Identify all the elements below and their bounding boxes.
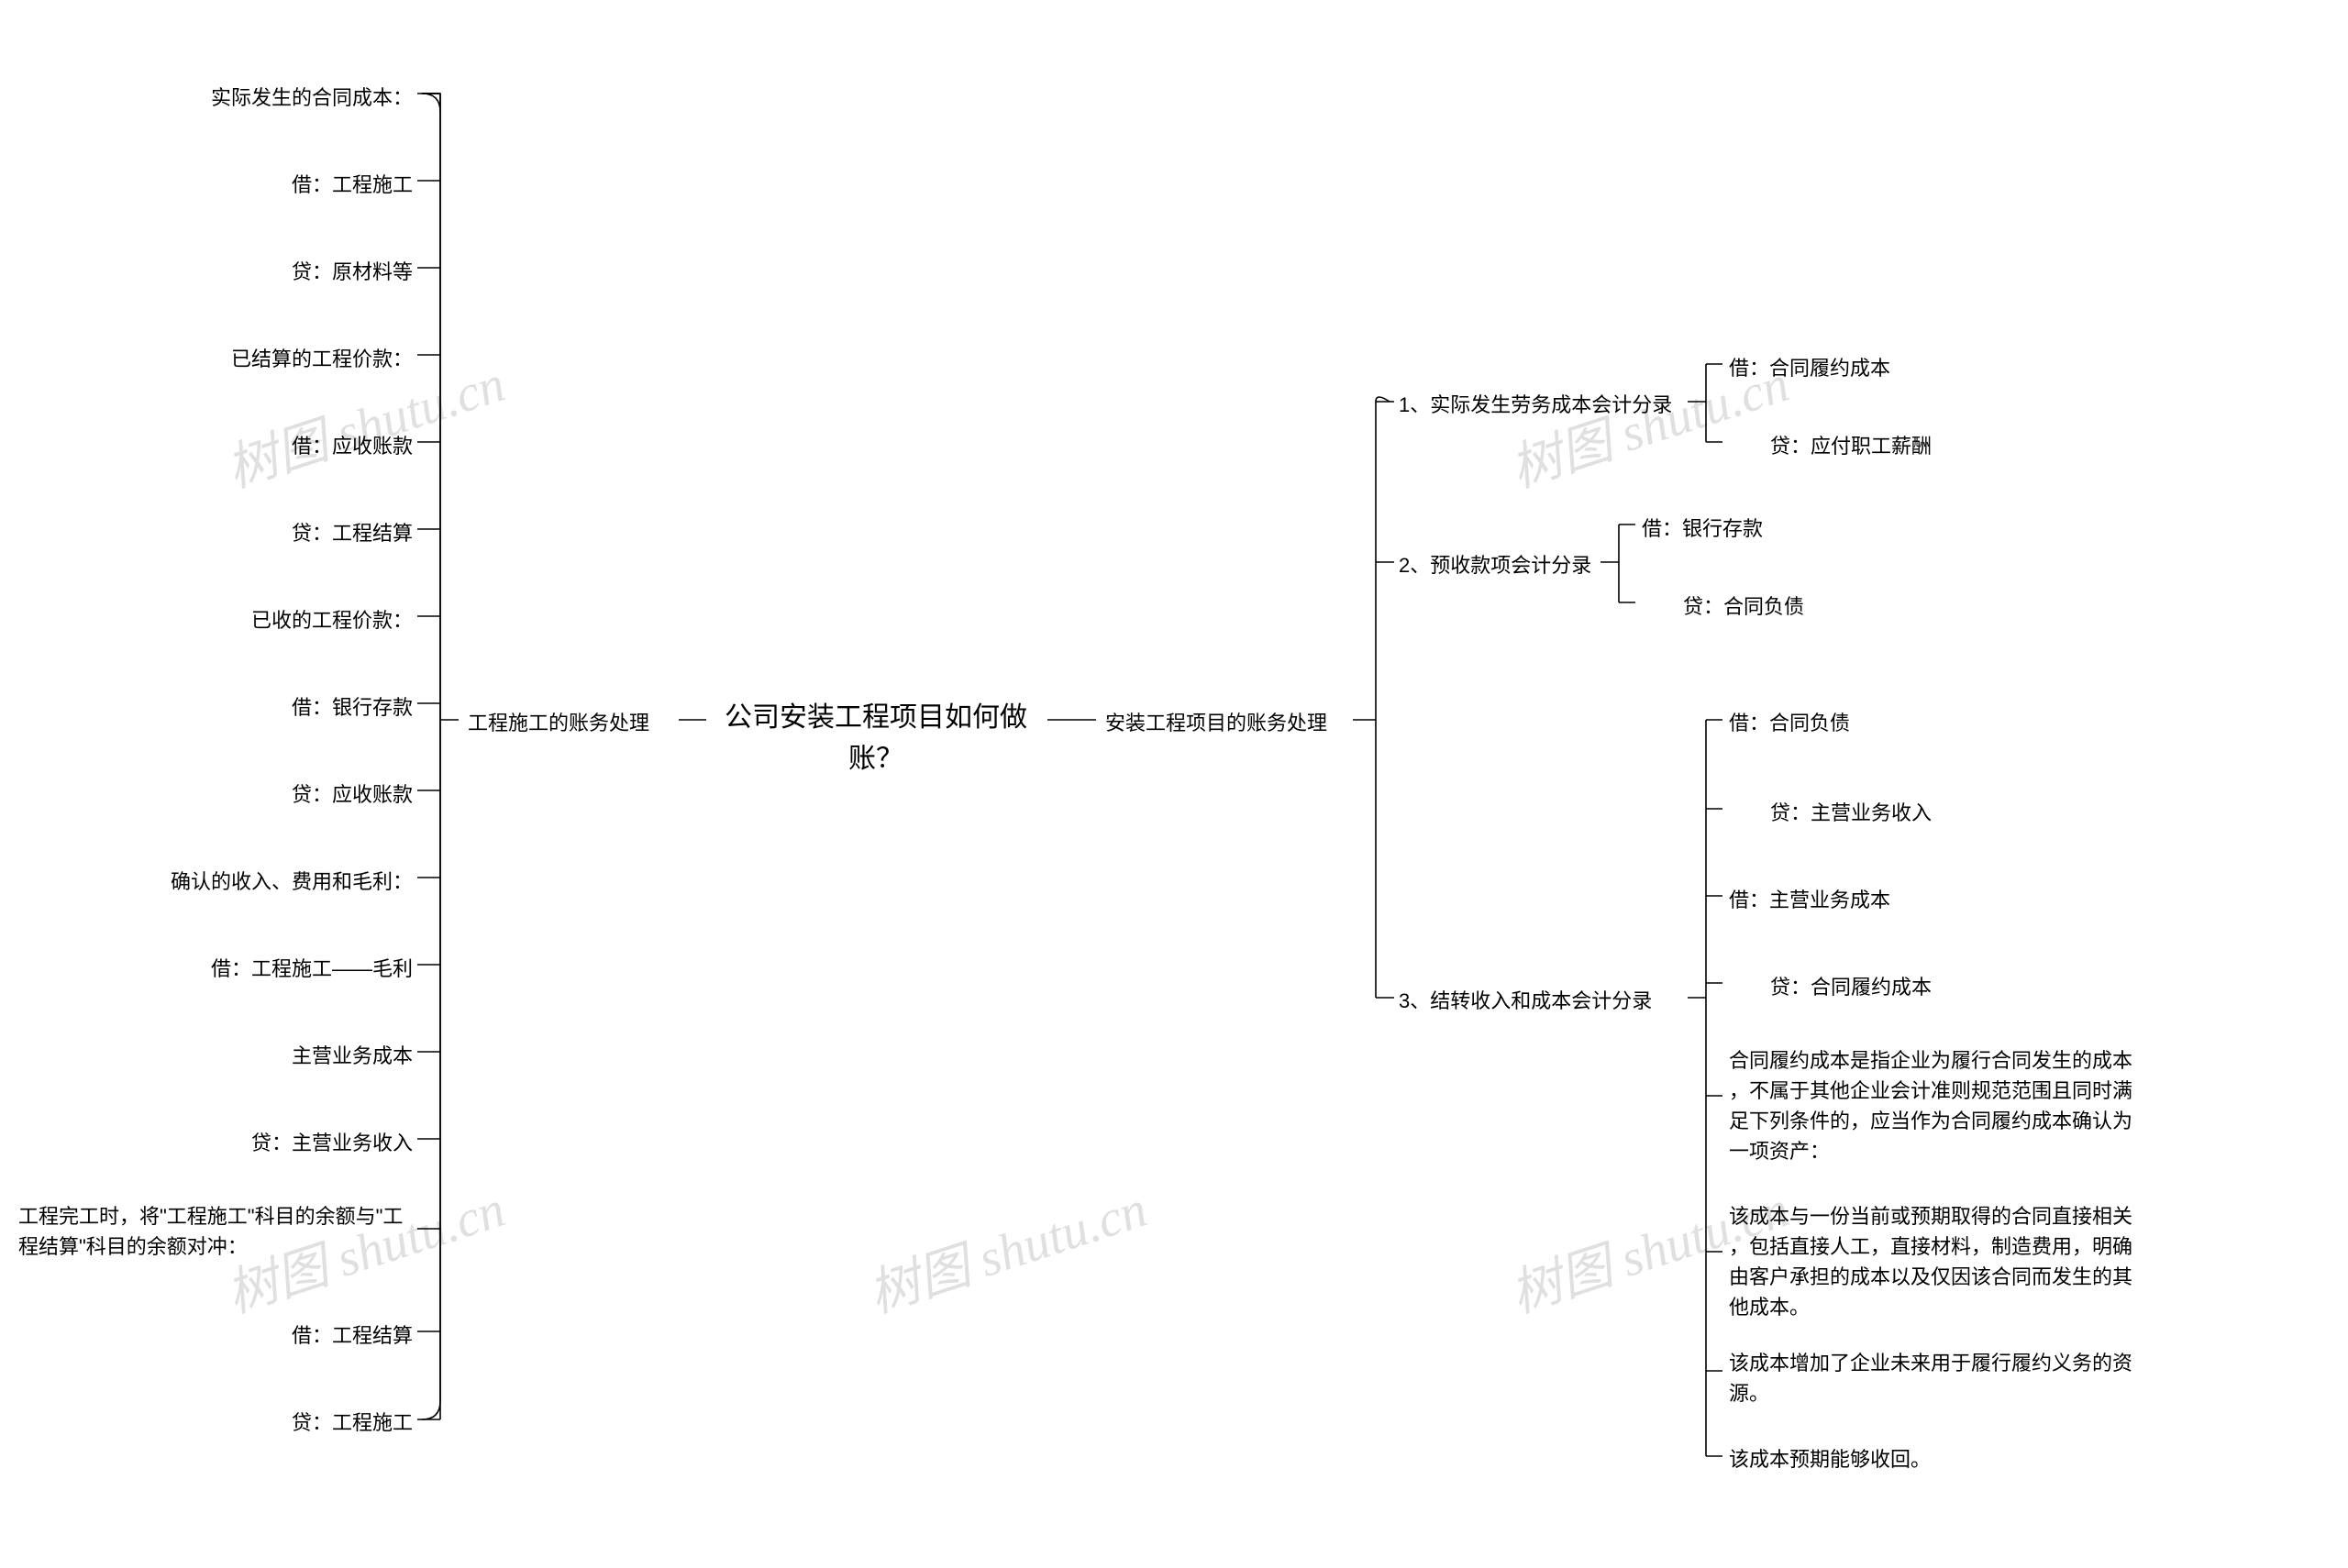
connectors: [0, 0, 2348, 1568]
mindmap-diagram: 树图 shutu.cn 树图 shutu.cn 树图 shutu.cn 树图 s…: [0, 0, 2348, 1568]
